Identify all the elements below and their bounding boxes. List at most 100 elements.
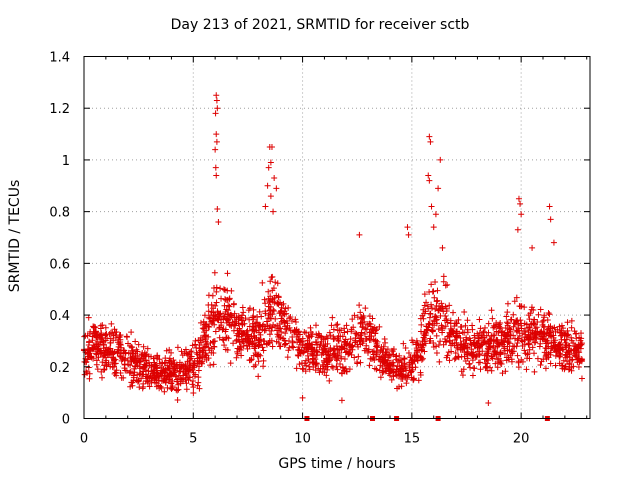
data-point (405, 231, 412, 238)
data-point (126, 369, 133, 376)
axis-ticks: 0 0.2 0.4 0.6 0.8 1 1.2 1.4 0 5 10 15 20 (49, 51, 590, 447)
data-point (533, 335, 540, 342)
data-point (462, 322, 469, 329)
data-point (213, 299, 220, 306)
data-point (220, 286, 227, 293)
data-point (254, 319, 261, 326)
data-point (206, 315, 213, 322)
data-point (525, 341, 532, 348)
data-point (522, 328, 529, 335)
data-point (302, 357, 309, 364)
data-point (418, 354, 425, 361)
data-point (349, 316, 356, 323)
y-tick-label: 0 (62, 413, 70, 428)
data-point (381, 353, 388, 360)
data-point (163, 347, 170, 354)
data-point (396, 372, 403, 379)
data-point (435, 306, 442, 313)
data-point (330, 326, 337, 333)
data-point (481, 356, 488, 363)
data-point (129, 347, 136, 354)
data-point (458, 344, 465, 351)
data-point (88, 353, 95, 360)
data-point (435, 342, 442, 349)
data-point (261, 327, 268, 334)
y-tick-label: 1.2 (49, 102, 70, 117)
data-point (127, 368, 134, 375)
data-point (541, 314, 548, 321)
data-point (451, 337, 458, 344)
data-point (359, 323, 366, 330)
data-point (264, 182, 271, 189)
data-point (370, 327, 377, 334)
data-point (339, 363, 346, 370)
data-point (313, 331, 320, 338)
data-point (382, 357, 389, 364)
data-point (495, 340, 502, 347)
data-point (471, 332, 478, 339)
data-point (438, 322, 445, 329)
data-point (455, 316, 462, 323)
data-point (577, 345, 584, 352)
data-point (430, 288, 437, 295)
data-point (224, 270, 231, 277)
data-point (528, 304, 535, 311)
data-point (560, 346, 567, 353)
data-point (189, 381, 196, 388)
data-point (304, 352, 311, 359)
data-point (466, 360, 473, 367)
data-point (233, 338, 240, 344)
data-point (337, 360, 344, 367)
data-point (334, 357, 341, 364)
data-point (266, 307, 273, 314)
data-point (107, 329, 114, 336)
data-point (288, 317, 295, 324)
data-point (493, 351, 500, 358)
data-point (312, 338, 319, 345)
data-point (230, 300, 237, 307)
data-point (575, 355, 582, 362)
data-point (432, 211, 439, 218)
data-point (483, 363, 490, 370)
data-point (521, 347, 528, 354)
data-point (442, 303, 449, 310)
data-point (311, 348, 318, 355)
data-point (356, 335, 363, 342)
data-point (312, 367, 319, 374)
data-point (230, 340, 237, 347)
data-point (405, 371, 412, 378)
data-point (408, 374, 415, 381)
data-point (200, 318, 207, 325)
data-point (556, 353, 563, 360)
data-point (437, 312, 444, 319)
data-point (417, 353, 424, 360)
data-point (202, 338, 209, 345)
data-point (563, 341, 570, 348)
data-point (343, 368, 350, 375)
data-point (464, 355, 471, 362)
data-point (427, 335, 434, 342)
y-axis-label: SRMTID / TECUs (7, 179, 23, 293)
data-point (485, 399, 492, 406)
data-point (186, 366, 193, 373)
data-point (394, 357, 401, 364)
data-point (93, 357, 100, 364)
data-point (451, 356, 458, 363)
data-point (105, 346, 112, 353)
data-point (443, 316, 450, 323)
chart-title: Day 213 of 2021, SRMTID for receiver sct… (170, 17, 470, 33)
data-point (428, 305, 435, 312)
data-point (81, 358, 88, 365)
data-point (420, 334, 427, 341)
data-point (263, 318, 270, 325)
data-point (261, 296, 268, 303)
data-point (432, 278, 439, 285)
data-point (486, 340, 493, 347)
data-point (92, 328, 99, 335)
data-point (358, 329, 365, 336)
data-point (518, 320, 525, 327)
data-point (527, 336, 534, 343)
data-point (351, 354, 358, 361)
y-tick-label: 0.4 (49, 309, 70, 324)
data-point (531, 368, 538, 375)
